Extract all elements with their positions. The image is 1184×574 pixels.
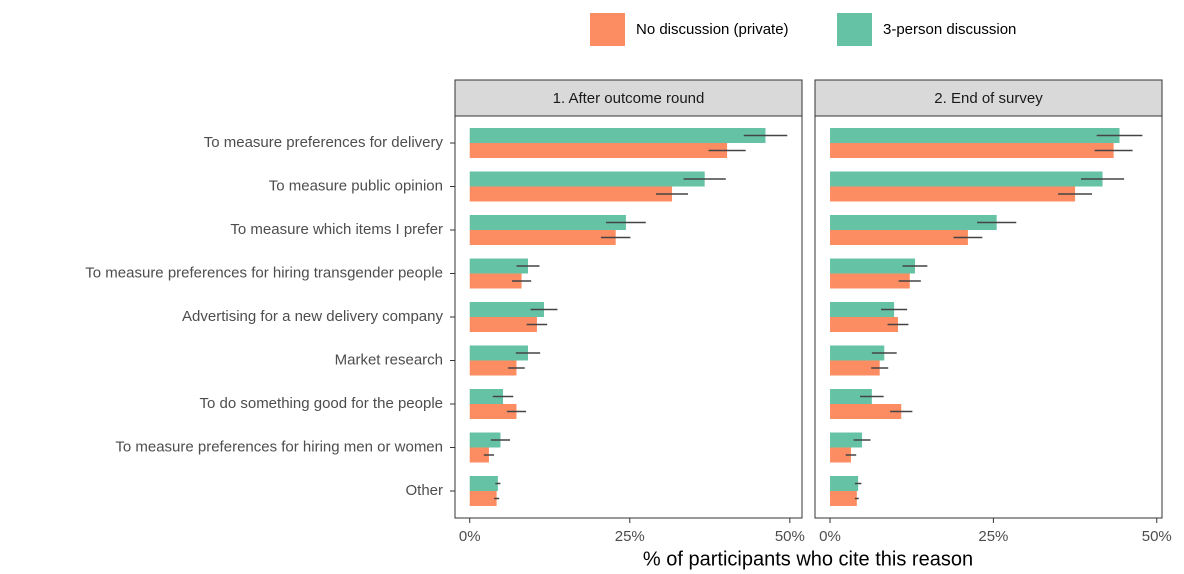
bar — [469, 215, 626, 230]
bar — [830, 476, 859, 491]
bar — [469, 171, 705, 187]
bar — [469, 345, 528, 361]
x-tick-label: 0% — [819, 528, 841, 545]
x-tick-label: 50% — [775, 528, 805, 545]
category-label: To measure preferences for hiring men or… — [115, 438, 443, 455]
panel-border — [814, 115, 1163, 519]
bar — [830, 230, 968, 245]
bar — [469, 491, 497, 506]
bar — [830, 128, 1120, 143]
bar — [830, 215, 997, 230]
x-axis-label: % of participants who cite this reason — [643, 548, 973, 570]
bar — [469, 128, 766, 143]
bar — [830, 143, 1114, 158]
x-tick-label: 50% — [1142, 528, 1172, 545]
bar — [830, 273, 910, 289]
category-label: To do something good for the people — [199, 395, 443, 412]
x-tick-label: 0% — [459, 528, 481, 545]
x-tick-label: 25% — [978, 528, 1008, 545]
bar — [469, 360, 517, 376]
bar — [469, 302, 544, 317]
bar — [830, 389, 872, 404]
bar — [830, 491, 857, 506]
bar — [469, 476, 498, 491]
category-label: To measure preferences for hiring transg… — [85, 264, 443, 281]
category-label: Advertising for a new delivery company — [182, 308, 443, 325]
bar — [469, 143, 728, 158]
panel-border — [454, 115, 803, 519]
bar — [830, 258, 915, 274]
bar — [830, 302, 895, 317]
facet-title: 2. End of survey — [934, 90, 1043, 107]
category-label: Other — [405, 482, 443, 499]
bar — [830, 171, 1103, 187]
legend-swatch — [590, 13, 625, 46]
strip — [814, 79, 1163, 117]
category-label: To measure preferences for delivery — [204, 134, 444, 151]
strip — [454, 79, 803, 117]
category-label: Market research — [335, 351, 443, 368]
bar — [469, 273, 522, 289]
legend-swatch — [837, 13, 872, 46]
legend-label: 3-person discussion — [883, 21, 1016, 38]
bar — [830, 345, 885, 361]
category-label: To measure which items I prefer — [230, 221, 443, 238]
bar — [469, 432, 501, 448]
bar — [469, 404, 517, 419]
category-label: To measure public opinion — [269, 177, 443, 194]
bar — [469, 230, 616, 245]
bar — [830, 360, 880, 376]
bar — [830, 447, 851, 463]
x-tick-label: 25% — [615, 528, 645, 545]
facet-title: 1. After outcome round — [553, 90, 705, 107]
bar — [469, 389, 504, 404]
bar — [469, 258, 528, 274]
bar — [830, 317, 898, 332]
legend-label: No discussion (private) — [636, 21, 789, 38]
bar — [830, 404, 902, 419]
bar — [469, 447, 489, 463]
bar — [830, 186, 1076, 202]
bar — [469, 317, 537, 332]
bar — [469, 186, 673, 202]
bar — [830, 432, 863, 448]
